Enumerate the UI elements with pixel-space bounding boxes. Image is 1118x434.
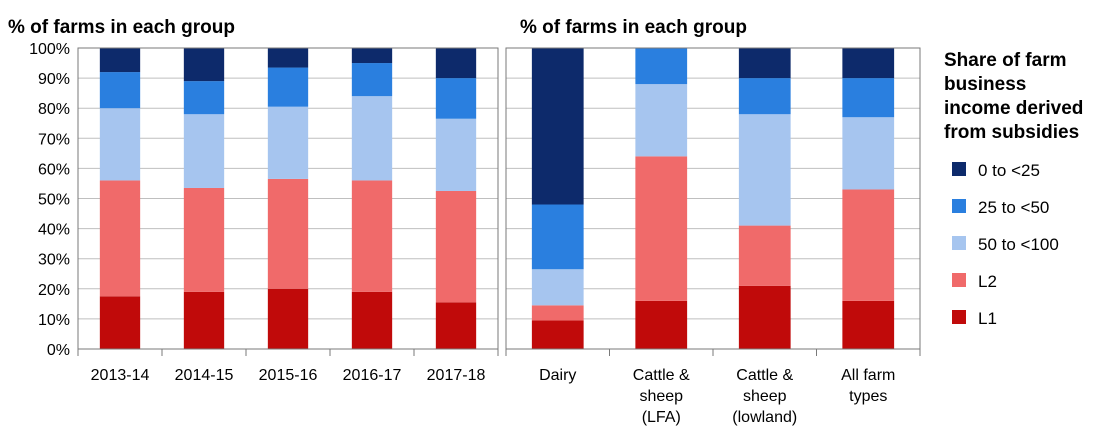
bar-segment bbox=[531, 320, 584, 349]
chart-right-bars bbox=[531, 48, 895, 349]
x-tick-label: 2016-17 bbox=[343, 367, 402, 384]
bar-segment bbox=[267, 288, 309, 349]
chart-right: % of farms in each group Dairy Cattle & sh… bbox=[505, 17, 921, 426]
legend-title-line: income derived bbox=[944, 98, 1083, 119]
bar-segment bbox=[183, 187, 225, 292]
bar-segment bbox=[267, 178, 309, 289]
legend-label: L2 bbox=[978, 272, 997, 291]
chart-left: % of farms in each group 0% 10% 20% 30% 40% 5… bbox=[8, 17, 499, 384]
bar-segment bbox=[531, 269, 584, 306]
legend-label: 0 to <25 bbox=[978, 161, 1040, 180]
y-tick-label: 50% bbox=[38, 192, 70, 209]
y-tick-label: 20% bbox=[38, 282, 70, 299]
chart-right-title: % of farms in each group bbox=[520, 17, 747, 38]
x-tick-label: 2017-18 bbox=[427, 367, 486, 384]
x-tick-label: Cattle & sheep (LFA) bbox=[633, 367, 690, 426]
legend-items: 0 to <25 25 to <50 50 to <100 L2 L1 bbox=[952, 161, 1059, 328]
bar-segment bbox=[635, 48, 688, 85]
bar-segment bbox=[267, 106, 309, 179]
bar-segment bbox=[351, 291, 393, 349]
bar-segment bbox=[738, 225, 791, 286]
bar-segment bbox=[635, 300, 688, 349]
legend-swatch bbox=[952, 310, 966, 324]
chart-left-y-axis: 0% 10% 20% 30% 40% 50% 60% 70% 80% 90% 100% bbox=[29, 41, 70, 359]
y-tick-label: 40% bbox=[38, 222, 70, 239]
bar-segment bbox=[842, 117, 895, 190]
bar-segment bbox=[635, 84, 688, 157]
chart-left-bars bbox=[99, 48, 477, 349]
bar-segment bbox=[435, 48, 477, 79]
x-tick-label: 2013-14 bbox=[91, 367, 150, 384]
bar-segment bbox=[635, 156, 688, 301]
bar-segment bbox=[435, 78, 477, 119]
bar-segment bbox=[738, 48, 791, 79]
y-tick-label: 60% bbox=[38, 161, 70, 178]
bar-segment bbox=[99, 48, 141, 73]
legend-swatch bbox=[952, 273, 966, 287]
bar-segment bbox=[531, 204, 584, 270]
bar-segment bbox=[435, 190, 477, 303]
bar-segment bbox=[99, 72, 141, 109]
legend-label: 25 to <50 bbox=[978, 198, 1049, 217]
legend-title-line: Share of farm bbox=[944, 50, 1066, 71]
bar-segment bbox=[531, 48, 584, 205]
chart-right-x-axis: Dairy Cattle & sheep (LFA) Cattle & sheep (low… bbox=[505, 349, 921, 426]
legend: Share of farm business income derived fr… bbox=[944, 50, 1083, 328]
bar-segment bbox=[183, 114, 225, 188]
bar-segment bbox=[842, 300, 895, 349]
x-tick-label: 2014-15 bbox=[175, 367, 234, 384]
bar-segment bbox=[531, 305, 584, 321]
y-tick-label: 30% bbox=[38, 252, 70, 269]
y-tick-label: 90% bbox=[38, 71, 70, 88]
chart-right-plot-frame bbox=[505, 47, 921, 350]
legend-swatch bbox=[952, 199, 966, 213]
bar-segment bbox=[351, 180, 393, 292]
bar-segment bbox=[267, 48, 309, 68]
y-tick-label: 70% bbox=[38, 131, 70, 148]
x-tick-label: 2015-16 bbox=[259, 367, 318, 384]
bar-segment bbox=[351, 63, 393, 97]
bar-segment bbox=[738, 114, 791, 226]
y-tick-label: 10% bbox=[38, 312, 70, 329]
x-tick-label: Dairy bbox=[539, 367, 576, 384]
bar-segment bbox=[351, 48, 393, 64]
bar-segment bbox=[738, 78, 791, 115]
legend-swatch bbox=[952, 236, 966, 250]
y-tick-label: 0% bbox=[47, 342, 70, 359]
bar-segment bbox=[351, 96, 393, 181]
chart-left-plot-frame bbox=[77, 47, 499, 350]
chart-left-x-axis: 2013-14 2014-15 2015-16 2016-17 2017-18 bbox=[77, 349, 499, 384]
legend-label: 50 to <100 bbox=[978, 235, 1059, 254]
bar-segment bbox=[738, 285, 791, 349]
bar-segment bbox=[99, 296, 141, 349]
bar-segment bbox=[99, 108, 141, 181]
bar-segment bbox=[267, 67, 309, 107]
legend-title-line: from subsidies bbox=[944, 122, 1079, 143]
x-tick-label: Cattle & sheep (lowland) bbox=[732, 367, 797, 426]
legend-label: L1 bbox=[978, 309, 997, 328]
x-tick-label: All farm types bbox=[841, 367, 895, 405]
y-tick-label: 100% bbox=[29, 41, 70, 58]
bar-segment bbox=[842, 48, 895, 79]
bar-segment bbox=[99, 180, 141, 297]
y-tick-label: 80% bbox=[38, 101, 70, 118]
bar-segment bbox=[183, 81, 225, 115]
bar-segment bbox=[183, 291, 225, 349]
chart-left-title: % of farms in each group bbox=[8, 17, 235, 38]
legend-swatch bbox=[952, 162, 966, 176]
bar-segment bbox=[842, 189, 895, 301]
bar-segment bbox=[842, 78, 895, 118]
legend-title-line: business bbox=[944, 74, 1026, 95]
bar-segment bbox=[435, 302, 477, 349]
bar-segment bbox=[183, 48, 225, 82]
bar-segment bbox=[435, 118, 477, 191]
